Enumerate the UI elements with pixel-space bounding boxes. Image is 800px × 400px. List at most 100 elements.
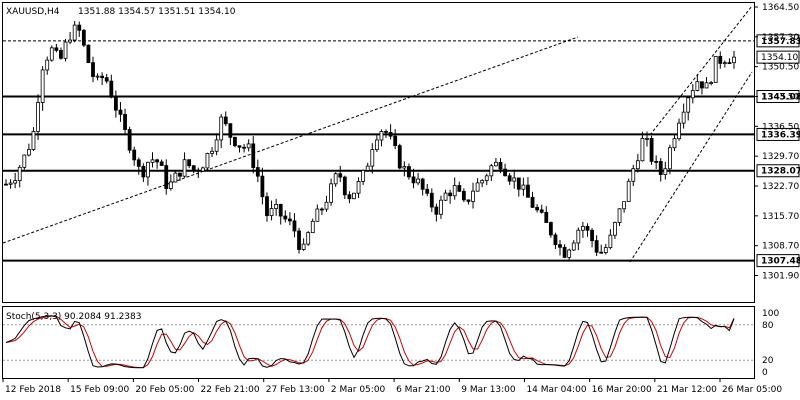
candle-bear [397,145,402,169]
candle-bull [626,180,631,203]
stochastic-signal-line [5,315,735,369]
candle-bull [40,69,45,103]
candle-bear [251,143,256,168]
candle-bear [503,168,507,177]
candle-bear [544,211,549,223]
candle-bull [681,111,686,124]
candle-bull [416,178,420,184]
candle-bull [581,226,585,231]
level-price-label: 1345.08 [761,92,800,102]
candle-bull [22,154,27,168]
candle-bull [370,149,375,167]
current-price-tag [756,50,800,64]
candle-bear [278,204,283,217]
price-tick-label: 1364.50 [762,3,799,13]
candle-bull [36,102,40,132]
chart-symbol-label: XAUUSD,H4 [6,7,60,17]
price-axis: 1364.50 1357.30 1350.50 1343.50 1336.50 1329.… [754,3,799,282]
candle-bear [109,80,114,98]
candle-bear [718,55,723,64]
candle-bull [521,184,526,190]
candle-bear [429,192,434,208]
oscillator-scale-label: 0 [762,368,768,378]
channel-upper-line[interactable] [649,5,753,136]
price-tick-label: 1301.90 [762,272,799,282]
oscillator-panel-frame [2,306,755,379]
price-tick-label: 1343.50 [762,93,799,103]
time-tick-label: 21 Mar 12:00 [657,385,717,395]
time-axis: 12 Feb 2018 15 Feb 09:00 20 Feb 05:00 22 Fe… [2,378,782,395]
stochastic-main-line [5,315,735,369]
candle-bull [494,161,498,167]
trend-line-long[interactable] [2,36,579,244]
candle-bull [695,81,700,91]
candle-bear [498,161,503,170]
candle-bull [13,180,18,184]
candle-bull [214,139,219,152]
candle-bull [663,168,668,175]
candle-bull [68,39,73,43]
candle-bull [439,199,443,215]
candle-bull [26,149,31,156]
candle-bear [4,183,8,186]
channel-lower-line[interactable] [629,71,753,263]
candle-bull [690,90,695,99]
candle-bear [54,47,59,51]
candle-bull [72,24,77,41]
stochastic-oscillator: 100 80 20 0 [3,309,779,378]
price-tick-label: 1357.30 [762,33,799,43]
candle-bull [567,249,572,258]
candle-bull [709,82,714,84]
candle-bear [425,188,430,194]
candle-bull [365,165,370,171]
candle-bull [173,172,178,183]
candle-bear [91,62,95,77]
candle-bear [118,109,123,115]
candle-bear [77,24,82,31]
candle-bear [553,234,558,246]
candle-bull [95,75,100,78]
candle-bull [480,180,485,184]
candle-bear [507,175,512,182]
level-price-tag [756,127,800,141]
candle-bear [178,172,182,177]
candle-bear [191,165,196,171]
candle-bear [196,169,201,172]
candle-bear [539,209,544,213]
candle-bear [526,184,530,198]
candle-bull [471,190,475,202]
candle-bear [265,196,269,217]
candle-bull [677,122,681,140]
candle-bear [654,161,659,163]
candle-bear [548,222,553,236]
candle-bear [585,226,590,231]
candle-bear [448,192,453,197]
price-tick-label: 1322.70 [762,182,799,192]
candle-bull [402,166,407,169]
candle-bull [617,208,622,223]
time-tick-label: 6 Mar 21:00 [396,385,451,395]
price-tick-label: 1350.50 [762,63,799,73]
candle-bull [146,161,150,178]
candle-bull [306,232,311,245]
candle-bear [164,165,169,189]
candle-bear [530,196,535,208]
candle-bull [631,168,636,182]
candle-bull [722,62,727,65]
candle-bear [393,135,398,147]
candle-bear [347,194,352,200]
price-tick-label: 1329.70 [762,152,799,162]
candle-bear [558,244,562,248]
time-tick-label: 9 Mar 13:00 [461,385,516,395]
candle-bull [150,159,155,163]
candle-bull [352,192,356,200]
candle-bear [516,177,521,190]
candle-bear [420,178,425,190]
candle-bull [45,59,50,71]
candle-bull [489,165,494,177]
candle-bear [127,129,132,151]
oscillator-scale-label: 20 [762,356,774,366]
candle-bull [361,170,366,182]
candle-bull [512,177,517,182]
